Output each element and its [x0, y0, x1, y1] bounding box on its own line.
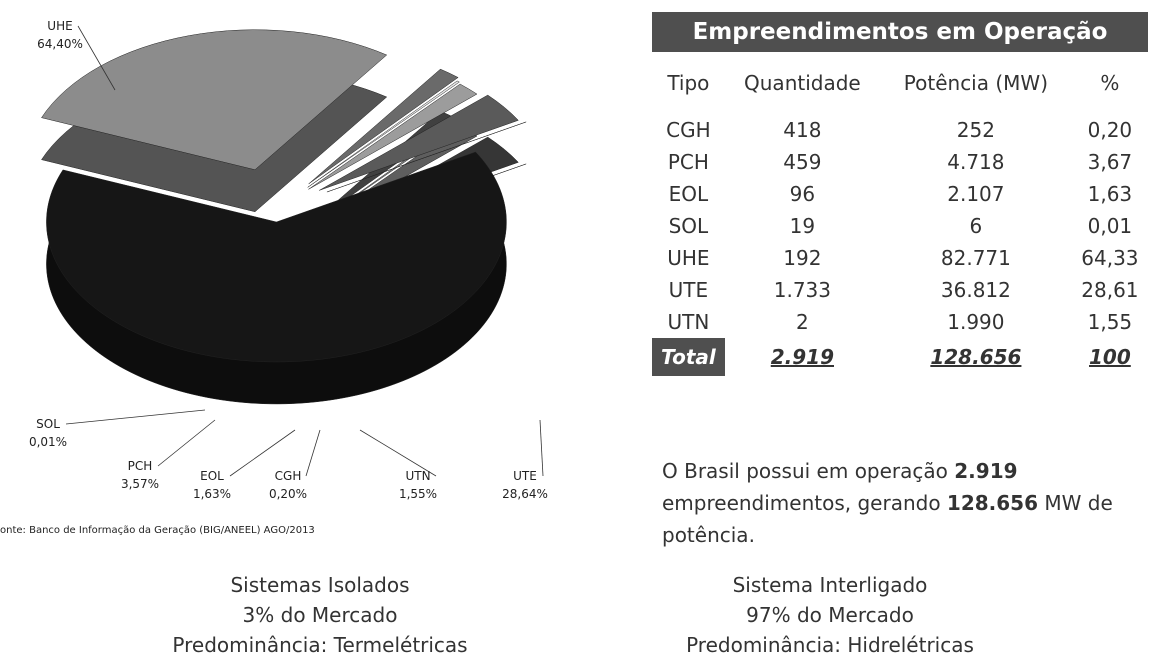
- table-cell: 1.733: [773, 278, 831, 302]
- system-title: Sistemas Isolados: [230, 573, 410, 597]
- table-row: SOL 19 6 0,01: [652, 210, 1148, 242]
- table-row: UTN 2 1.990 1,55: [652, 306, 1148, 338]
- slice-label: UHE: [47, 19, 72, 33]
- system-predominance: Predominância: Hidrelétricas: [686, 633, 974, 657]
- leader-line: [539, 419, 544, 477]
- slice-label: EOL: [200, 469, 224, 483]
- table-cell: 6: [969, 214, 983, 238]
- total-cell: Total: [652, 338, 725, 376]
- total-cell: 2.919: [770, 345, 834, 369]
- table-row: UHE 192 82.771 64,33: [652, 242, 1148, 274]
- slice-label: UTE: [513, 469, 537, 483]
- slice-label: PCH: [128, 459, 153, 473]
- summary-part: 128.656: [946, 491, 1039, 515]
- system-block: Sistema Interligado 97% do Mercado Predo…: [620, 570, 1040, 660]
- table: Empreendimentos em Operação Tipo Quantida…: [652, 12, 1148, 376]
- slice: [41, 29, 388, 171]
- leader-line: [229, 429, 296, 477]
- table-cell: 0,01: [1087, 214, 1133, 238]
- slice-label: SOL: [36, 417, 60, 431]
- system-block: Sistemas Isolados 3% do Mercado Predomin…: [110, 570, 530, 660]
- table-row: UTE 1.733 36.812 28,61: [652, 274, 1148, 306]
- leader-line: [157, 419, 216, 467]
- summary-part: O Brasil possui em operação: [662, 459, 955, 483]
- table-cell: SOL: [668, 214, 709, 238]
- slice-value-label: 0,20%: [269, 487, 307, 501]
- summary-part: 2.919: [954, 459, 1018, 483]
- slice: [319, 94, 519, 191]
- summary: O Brasil possui em operação 2.919 empree…: [662, 455, 1132, 551]
- table-cell: 96: [789, 182, 816, 206]
- table-cell: 418: [783, 118, 822, 142]
- leader-line: [77, 25, 116, 91]
- slice: [326, 121, 527, 193]
- table-cell: UTE: [668, 278, 709, 302]
- slice: [307, 80, 460, 188]
- table-cell: 252: [956, 118, 995, 142]
- table-cell: PCH: [667, 150, 709, 174]
- leader-line: [359, 429, 437, 477]
- system-share: 97% do Mercado: [746, 603, 914, 627]
- slice: [308, 68, 459, 185]
- system-title: Sistema Interligado: [732, 573, 928, 597]
- column-header: Tipo: [667, 71, 710, 95]
- slice-value-label: 0,01%: [29, 435, 67, 449]
- table-cell: 3,67: [1087, 150, 1133, 174]
- table-cell: 2.107: [947, 182, 1005, 206]
- table-cell: 1.990: [947, 310, 1005, 334]
- summary-part: MW de potência.: [662, 491, 1113, 547]
- table-cell: 192: [783, 246, 822, 270]
- table-cell: 1,55: [1087, 310, 1133, 334]
- leader-line: [305, 429, 321, 477]
- table-cell: 459: [783, 150, 822, 174]
- total-cell: 128.656: [930, 345, 1022, 369]
- table-cell: 82.771: [940, 246, 1011, 270]
- slice-value-label: 3,57%: [121, 477, 159, 491]
- source: onte: Banco de Informação da Geração (BI…: [0, 525, 315, 536]
- slice-value-label: 28,64%: [502, 487, 548, 501]
- table-title: Empreendimentos em Operação: [652, 12, 1148, 52]
- system-share: 3% do Mercado: [242, 603, 398, 627]
- slice: [46, 151, 507, 363]
- total-row: Total 2.919 128.656 100: [652, 338, 1148, 376]
- slice-label: CGH: [275, 469, 302, 483]
- slice-value-label: 64,40%: [37, 37, 83, 51]
- summary-part: empreendimentos, gerando: [662, 491, 947, 515]
- slice-label: UTN: [405, 469, 430, 483]
- table-cell: 19: [789, 214, 816, 238]
- table-cell: 0,20: [1087, 118, 1133, 142]
- total-cell: 100: [1089, 345, 1131, 369]
- column-header: Quantidade: [744, 71, 861, 95]
- table-cell: UTN: [667, 310, 710, 334]
- slice-value-label: 1,63%: [193, 487, 231, 501]
- slice-value-label: 1,55%: [399, 487, 437, 501]
- leader-line: [65, 409, 206, 425]
- table-cell: UHE: [667, 246, 710, 270]
- column-header: %: [1100, 71, 1120, 95]
- table-cell: 36.812: [940, 278, 1011, 302]
- column-header: Potência (MW): [903, 71, 1048, 95]
- system-predominance: Predominância: Termelétricas: [172, 633, 468, 657]
- table-row: CGH 418 252 0,20: [652, 114, 1148, 146]
- table-cell: 1,63: [1087, 182, 1133, 206]
- table-cell: 64,33: [1081, 246, 1139, 270]
- table-cell: 2: [796, 310, 809, 334]
- table-cell: CGH: [666, 118, 711, 142]
- table-row: EOL 96 2.107 1,63: [652, 178, 1148, 210]
- table-cell: 4.718: [947, 150, 1005, 174]
- slice: [308, 83, 478, 190]
- pie-chart: UHE 64,40% UTE 28,64% UTN 1,55% CGH 0,20% EOL 1,6…: [29, 19, 548, 501]
- table-row: PCH 459 4.718 3,67: [652, 146, 1148, 178]
- table-cell: 28,61: [1081, 278, 1139, 302]
- table-cell: EOL: [668, 182, 709, 206]
- table-grid: Tipo Quantidade Potência (MW)% CGH 418 252 0,2…: [652, 52, 1148, 376]
